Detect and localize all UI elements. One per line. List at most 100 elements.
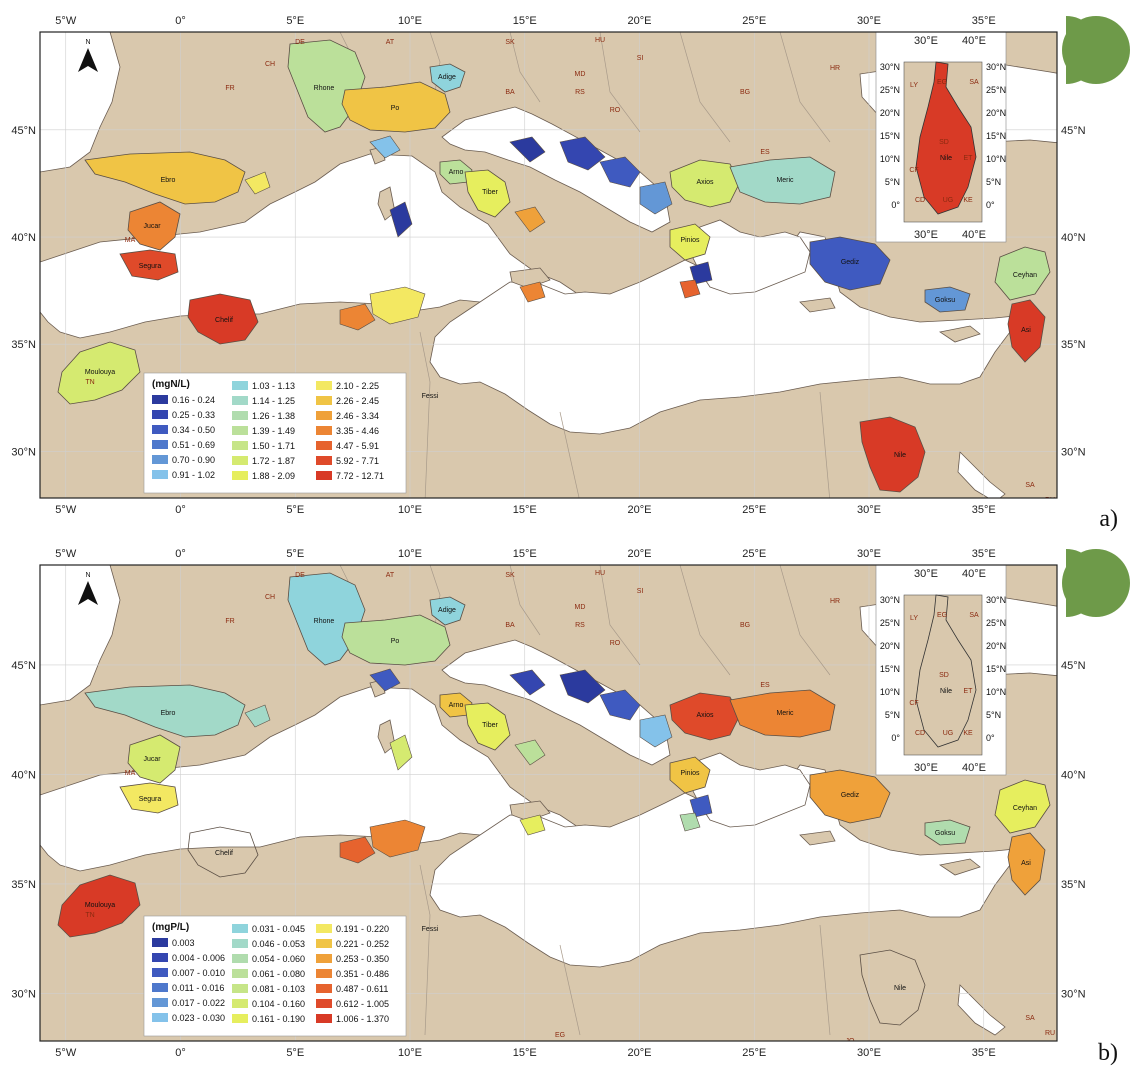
map-body: Ebro Jucar Segura Rhone Po Adige Arno Tiber Axio… [40,32,1057,512]
north-arrow-shape [78,48,98,72]
country-code: SA [1025,482,1035,489]
legend-swatch [152,998,168,1007]
inset-lat-label-left: 10°N [880,687,900,697]
country-code: BA [505,622,515,629]
legend-swatch [316,396,332,405]
country-code: RO [610,107,621,114]
basin-goksu [924,819,971,846]
north-label: N [85,572,90,579]
inset-lat-label-left: 30°N [880,62,900,72]
inset-lat-label-left: 15°N [880,664,900,674]
country-code: TN [85,912,94,919]
lat-label-right: 30°N [1061,446,1086,458]
nitrogen-map: 5°W 5°W 0° 0° 5°E 5°E 10°E 10°E 15°E 15°E 20°E 20°E… [11,15,1130,516]
lat-label-left: 35°N [11,879,36,891]
coastal-basin [389,201,413,238]
legend-swatch [232,984,248,993]
inset-lat-label-left: 0° [891,733,900,743]
country-code: MA [125,237,136,244]
north-arrow-shape [78,581,98,605]
island [938,858,981,876]
legend-swatch [316,456,332,465]
basin-label: Chelif [215,850,233,857]
inset-lat-label-left: 25°N [880,85,900,95]
basin-ceyhan [994,779,1051,834]
country-code: MA [125,770,136,777]
inset-lat-label-right: 5°N [986,177,1001,187]
legend-label: 0.054 - 0.060 [252,954,305,964]
lon-label-top: 5°W [55,15,77,27]
basin-tiber [464,169,511,218]
lat-label-left: 45°N [11,660,36,672]
legend-label: 2.10 - 2.25 [336,381,379,391]
country-code: BG [740,622,750,629]
lat-label-left: 30°N [11,988,36,1000]
basin-segura [119,249,179,281]
basin-label: Fessi [422,926,439,933]
country-code: JO [846,505,856,512]
coastal-basin [244,704,271,728]
country-border [599,32,641,133]
legend-swatch [232,456,248,465]
legend-swatch [152,395,168,404]
legend-label: 1.72 - 1.87 [252,456,295,466]
country-code: MD [575,604,586,611]
legend-label: 0.191 - 0.220 [336,924,389,934]
coastal-basin [244,171,271,195]
basin-label: Pinios [680,770,700,777]
lon-label-bottom: 0° [175,1047,186,1059]
legend-swatch [152,983,168,992]
inset-lon-label-bottom: 40°E [962,229,986,241]
basin-label: Po [391,105,400,112]
inset-nile-basin [915,594,977,748]
country-code: TN [85,379,94,386]
island [799,297,836,313]
legend-swatch [152,953,168,962]
country-border [559,944,581,1036]
basin-label: Gediz [841,259,860,266]
coastal-basin [339,303,376,331]
country-code: BA [505,89,515,96]
lon-label-bottom: 5°E [286,1047,304,1059]
basin-jucar [127,734,181,784]
legend-label: 1.14 - 1.25 [252,396,295,406]
basin-label: Fessi [422,393,439,400]
coastal-basin [509,669,546,696]
coastal-basin [369,135,401,159]
coastal-basin [514,206,546,233]
lon-label-bottom: 20°E [628,1047,652,1059]
basin-nile [859,949,926,1026]
country-border [419,331,431,498]
atlantic-ocean [40,565,121,706]
legend-swatch [152,470,168,479]
legend-swatch [316,411,332,420]
basin-label: Rhone [314,85,335,92]
basin-meric [729,156,836,205]
country-border [559,411,580,498]
coastal-basin [639,714,673,748]
country-code: FR [225,618,234,625]
legend-swatch [316,939,332,948]
basin-gediz [809,769,891,824]
coastal-basin [519,814,546,836]
lon-label-top: 5°E [286,548,304,560]
legend-swatch [232,924,248,933]
basin-label: Arno [449,702,464,709]
legend-swatch [316,984,332,993]
adriatic-sea [441,106,671,233]
legend-label: 0.70 - 0.90 [172,455,215,465]
country-code: SI [637,588,644,595]
adriatic-sea [441,639,671,766]
island [799,830,836,846]
basin-meric [729,689,836,738]
lon-label-top: 25°E [742,15,766,27]
inset-country-code: UG [943,730,954,737]
legend-box [143,372,407,494]
red-sea [957,984,1006,1036]
lon-label-bottom: 35°E [972,1047,996,1059]
lat-label-right: 30°N [1061,988,1086,1000]
legend-label: 0.003 [172,938,195,948]
legend-label: 0.046 - 0.053 [252,939,305,949]
legend-swatch [316,1014,332,1023]
basin-label: Axios [696,179,714,186]
